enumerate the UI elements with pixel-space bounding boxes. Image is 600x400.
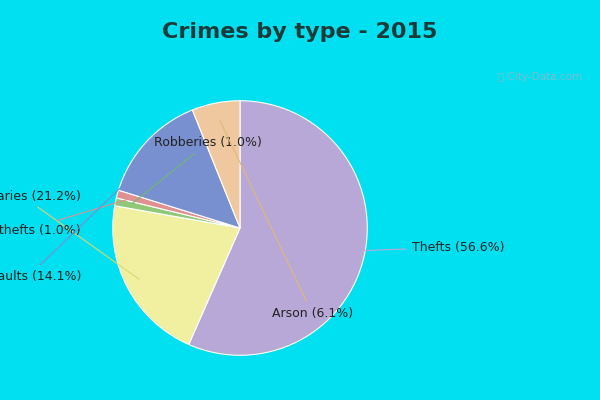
Wedge shape bbox=[193, 101, 240, 228]
Text: Arson (6.1%): Arson (6.1%) bbox=[220, 120, 353, 320]
Text: ⓘ City-Data.com: ⓘ City-Data.com bbox=[498, 72, 582, 82]
Text: Crimes by type - 2015: Crimes by type - 2015 bbox=[163, 22, 437, 42]
Wedge shape bbox=[115, 198, 240, 228]
Wedge shape bbox=[113, 206, 240, 344]
Text: Burglaries (21.2%): Burglaries (21.2%) bbox=[0, 190, 139, 279]
Wedge shape bbox=[116, 190, 240, 228]
Wedge shape bbox=[118, 110, 240, 228]
Text: Auto thefts (1.0%): Auto thefts (1.0%) bbox=[0, 199, 130, 237]
Text: Thefts (56.6%): Thefts (56.6%) bbox=[352, 240, 505, 254]
Text: Robberies (1.0%): Robberies (1.0%) bbox=[133, 136, 262, 203]
Wedge shape bbox=[189, 101, 367, 355]
Text: Assaults (14.1%): Assaults (14.1%) bbox=[0, 154, 155, 283]
